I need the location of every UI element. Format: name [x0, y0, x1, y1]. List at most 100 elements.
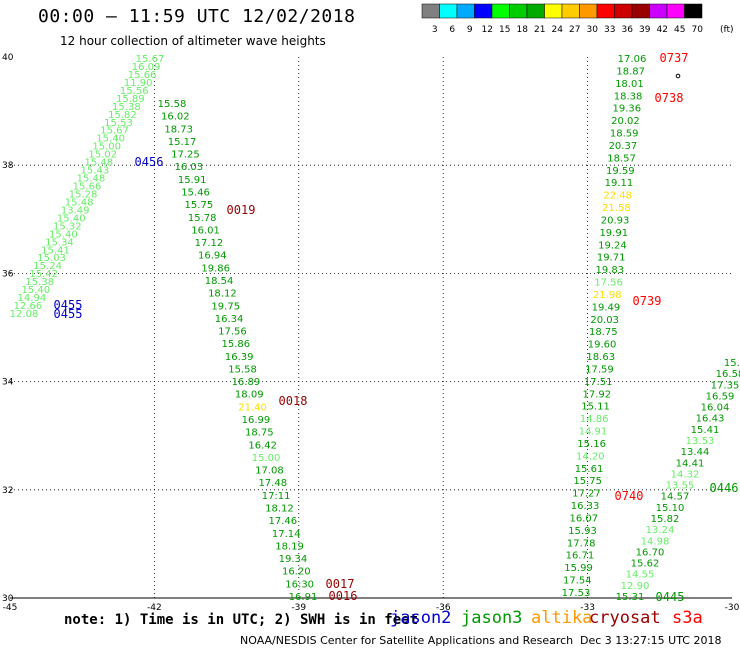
pass-time-label: 0738 [655, 91, 684, 105]
wave-height-value: 15.48 [84, 158, 113, 169]
colorbar-label: 12 [482, 25, 493, 35]
wave-height-value: 18.59 [610, 129, 639, 140]
wave-height-value: 16.07 [569, 513, 598, 524]
wave-height-value: 14.98 [641, 536, 670, 547]
wave-height-value: 16.59 [706, 391, 735, 402]
colorbar-label: 33 [604, 25, 615, 35]
wave-height-value: 15.66 [73, 182, 102, 193]
wave-height-value: 14.55 [626, 570, 655, 581]
wave-height-value: 19.83 [596, 265, 625, 276]
wave-height-value: 16.99 [242, 415, 271, 426]
wave-height-value: 15.24 [33, 261, 62, 272]
wave-height-value: 15.11 [581, 402, 610, 413]
wave-height-value: 17.56 [218, 327, 247, 338]
pass-time-label: 0455 [54, 307, 83, 321]
wave-height-value: 15.91 [178, 175, 207, 186]
wave-height-value: 19.60 [588, 340, 617, 351]
wave-height-value: 19.24 [598, 240, 627, 251]
wave-height-value: 15.02 [88, 150, 117, 161]
wave-height-value: 22.48 [603, 191, 632, 202]
pass-time-label: 0456 [135, 155, 164, 169]
wave-height-value: 12.08 [10, 309, 39, 320]
wave-height-value: 15.10 [656, 503, 685, 514]
wave-height-value: 11.90 [124, 78, 153, 89]
pass-time-label: 0019 [227, 203, 256, 217]
colorbar-label: 70 [692, 25, 704, 35]
pass-time-label: 0737 [660, 51, 689, 65]
lat-tick-label: 40 [2, 53, 14, 63]
colorbar-label: 21 [534, 25, 545, 35]
wave-height-value: 17.35 [711, 380, 740, 391]
wave-height-value: 15.48 [65, 197, 94, 208]
lat-tick-label: 30 [2, 594, 14, 604]
wave-height-value: 17.59 [585, 364, 614, 375]
lat-tick-label: 36 [2, 269, 14, 279]
colorbar-unit: (ft) [720, 25, 734, 35]
wave-height-value: 13.44 [681, 447, 710, 458]
wave-height-value: 16.89 [232, 377, 261, 388]
colorbar-label: 45 [674, 25, 685, 35]
wave-height-value: 15.99 [564, 563, 593, 574]
legend-jason3: jason3 [461, 608, 523, 628]
wave-height-value: 19.49 [592, 302, 621, 313]
wave-height-value: 16.43 [696, 414, 725, 425]
wave-height-value: 15.28 [69, 189, 98, 200]
wave-height-value: 17.56 [594, 278, 623, 289]
pass-time-label: 0445 [656, 590, 685, 604]
pass-time-label: 0016 [329, 589, 358, 603]
wave-height-value: 15.46 [181, 187, 210, 198]
wave-height-value: 14.57 [661, 492, 690, 503]
wave-height-value: 18.38 [614, 91, 643, 102]
wave-height-value: 16.91 [289, 592, 318, 603]
wave-height-value: 15.53 [104, 118, 133, 129]
wave-height-value: 15.75 [185, 200, 214, 211]
wave-height-value: 15.43 [81, 166, 110, 177]
wave-height-value: 15.41 [691, 425, 720, 436]
wave-height-value: 15.41 [41, 245, 70, 256]
wave-height-value: 14.20 [576, 451, 605, 462]
footer-timestamp: Dec 3 13:27:15 UTC 2018 [580, 634, 722, 647]
colorbar-label: 18 [517, 25, 529, 35]
colorbar-label: 9 [467, 25, 473, 35]
wave-height-value: 15.34 [45, 237, 74, 248]
wave-height-value: 17.14 [272, 529, 301, 540]
colorbar-label: 30 [587, 25, 599, 35]
wave-height-value: 21.98 [593, 290, 622, 301]
wave-height-value: 14.32 [671, 469, 700, 480]
wave-height-value: 16.03 [174, 162, 203, 173]
pass-time-label: 0017 [326, 577, 355, 591]
wave-height-value: 16.04 [701, 403, 730, 414]
wave-height-value: 19.36 [612, 104, 641, 115]
wave-height-value: 15.75 [573, 476, 602, 487]
wave-height-value: 17.53 [562, 588, 591, 599]
colorbar-swatch [684, 3, 703, 19]
pass-time-label: 0740 [615, 489, 644, 503]
wave-height-value: 13.55 [666, 481, 695, 492]
wave-height-value: 15.82 [108, 110, 137, 121]
wave-height-value: 17.25 [171, 150, 200, 161]
colorbar-label: 24 [552, 25, 564, 35]
wave-height-value: 15.3 [724, 358, 740, 369]
wave-height-value: 19.75 [211, 301, 240, 312]
wave-height-value: 16.42 [248, 440, 277, 451]
pass-time-label: 0739 [633, 294, 662, 308]
lat-tick-label: 32 [2, 486, 13, 496]
wave-height-value: 18.54 [205, 276, 234, 287]
wave-height-value: 21.58 [602, 203, 631, 214]
wave-height-value: 14.41 [676, 458, 705, 469]
wave-height-value: 15.56 [120, 86, 149, 97]
wave-height-value: 16.02 [161, 112, 190, 123]
wave-height-value: 19.34 [279, 554, 308, 565]
wave-height-value: 15.58 [158, 99, 187, 110]
wave-height-value: 16:30 [285, 579, 314, 590]
wave-height-value: 18.19 [275, 541, 304, 552]
lon-tick-label: -45 [3, 603, 18, 613]
wave-height-value: 21.40 [238, 402, 267, 413]
colorbar-label: 27 [569, 25, 580, 35]
lat-tick-label: 38 [2, 161, 14, 171]
wave-height-value: 17.06 [618, 54, 647, 65]
wave-height-value: 15.40 [96, 134, 125, 145]
wave-height-value: 13.24 [646, 525, 675, 536]
wave-height-value: 13.53 [686, 436, 715, 447]
